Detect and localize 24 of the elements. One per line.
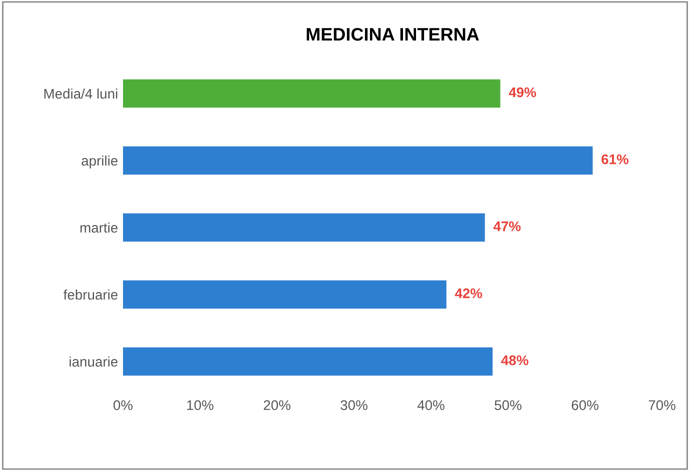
x-tick-label: 0% bbox=[114, 400, 133, 410]
x-tick-label: 50% bbox=[494, 400, 522, 410]
x-tick-label: 30% bbox=[340, 400, 368, 410]
x-tick-label: 60% bbox=[572, 400, 598, 410]
bar bbox=[123, 146, 593, 175]
y-tick-label: ianuarie bbox=[70, 356, 118, 367]
x-tick-label: 10% bbox=[187, 400, 214, 410]
data-label: 49% bbox=[508, 87, 536, 98]
data-label: 42% bbox=[454, 288, 482, 298]
data-label: 48% bbox=[501, 355, 528, 366]
data-label: 47% bbox=[493, 221, 521, 232]
bar bbox=[123, 280, 446, 309]
data-label: 61% bbox=[602, 154, 628, 164]
y-tick-label: Media/4 luni bbox=[44, 88, 118, 99]
y-tick-label: februarie bbox=[64, 289, 118, 300]
x-tick-label: 20% bbox=[264, 400, 290, 410]
bar bbox=[123, 79, 500, 108]
bar bbox=[123, 347, 493, 376]
x-tick-label: 40% bbox=[417, 400, 444, 410]
y-tick-label: aprilie bbox=[82, 155, 118, 168]
y-tick-label: martie bbox=[80, 222, 118, 233]
bar bbox=[123, 213, 485, 242]
chart-title: MEDICINA INTERNA bbox=[306, 28, 479, 41]
x-tick-label: 70% bbox=[648, 400, 676, 410]
